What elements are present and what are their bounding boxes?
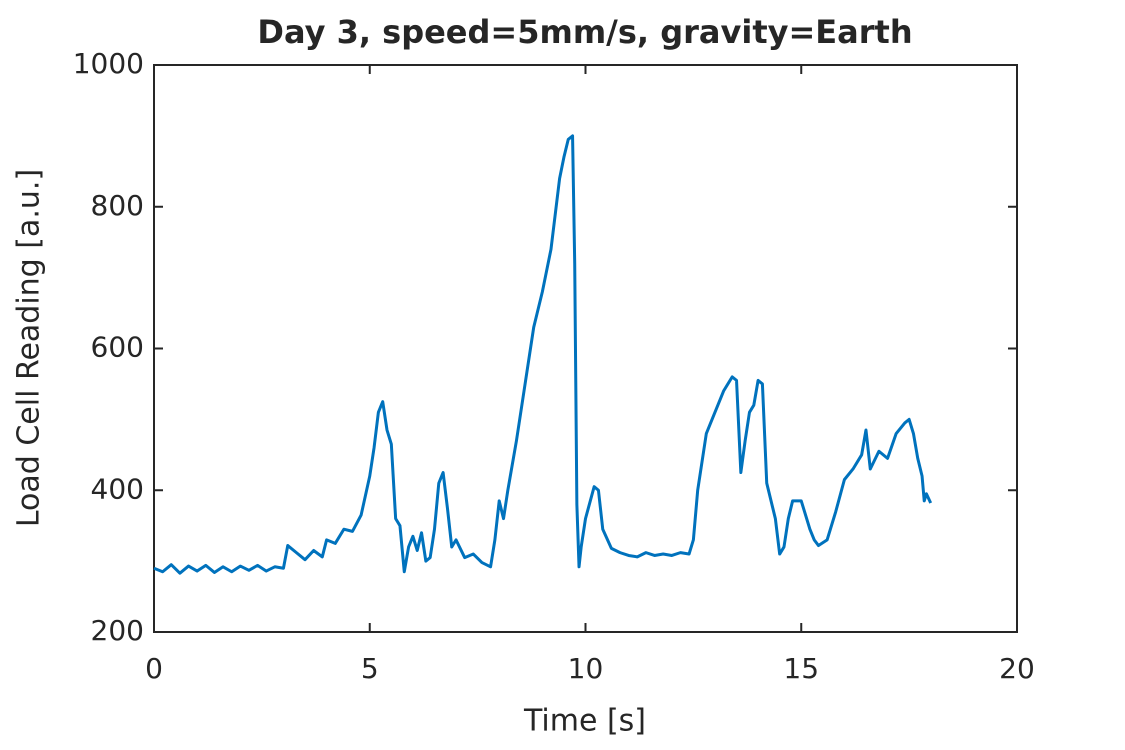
x-axis-label: Time [s] xyxy=(523,704,646,739)
chart-title: Day 3, speed=5mm/s, gravity=Earth xyxy=(257,13,912,51)
data-line xyxy=(153,134,933,575)
x-tick-label: 0 xyxy=(145,652,163,685)
y-tick-label: 1000 xyxy=(73,47,144,80)
y-tick-label: 600 xyxy=(91,331,144,364)
y-tick-label: 400 xyxy=(91,472,144,505)
y-tick-label: 800 xyxy=(91,189,144,222)
y-tick-label: 200 xyxy=(91,614,144,647)
y-axis-label: Load Cell Reading [a.u.] xyxy=(12,169,47,527)
x-tick-label: 10 xyxy=(568,652,604,685)
x-tick-label: 15 xyxy=(783,652,819,685)
x-tick-label: 5 xyxy=(361,652,379,685)
plot-frame xyxy=(153,64,1018,633)
x-tick-label: 20 xyxy=(999,652,1035,685)
